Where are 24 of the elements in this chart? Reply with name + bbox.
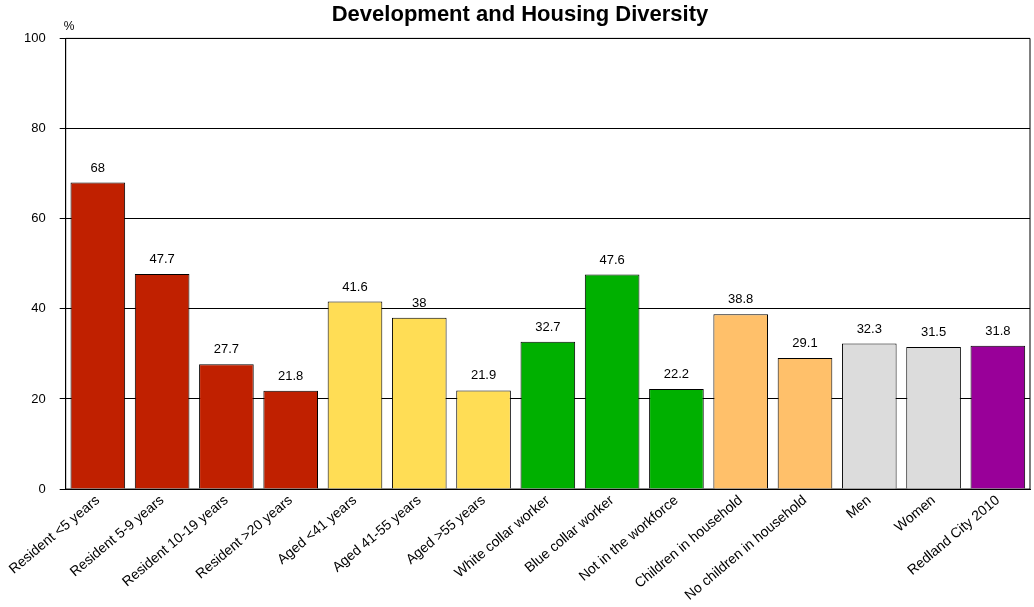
y-tick-label: 100 [23,29,46,45]
y-tick-label: 80 [31,120,46,136]
data-label: 38.8 [728,291,754,307]
data-label: 21.8 [278,367,304,383]
data-label: 41.6 [342,278,368,294]
data-label: 21.9 [470,367,497,383]
data-label: 22.2 [663,366,690,382]
data-label: 27.7 [213,341,240,357]
data-label: 68 [90,159,106,175]
chart-title: Development and Housing Diversity [331,1,710,27]
data-label: 47.7 [149,251,175,267]
data-label: 32.3 [856,320,882,336]
data-label: 31.5 [920,324,947,340]
y-tick-label: 40 [31,300,46,316]
y-axis-title: % [63,18,75,33]
y-tick-label: 60 [31,210,46,226]
y-tick-label: 0 [38,480,46,496]
x-tick-label: Men [842,491,874,522]
data-label: 29.1 [792,335,818,351]
data-label: 32.7 [535,318,561,334]
data-label: 31.8 [985,322,1011,338]
y-tick-label: 20 [31,390,46,406]
data-label: 47.6 [599,251,625,267]
data-label: 38 [412,294,427,310]
